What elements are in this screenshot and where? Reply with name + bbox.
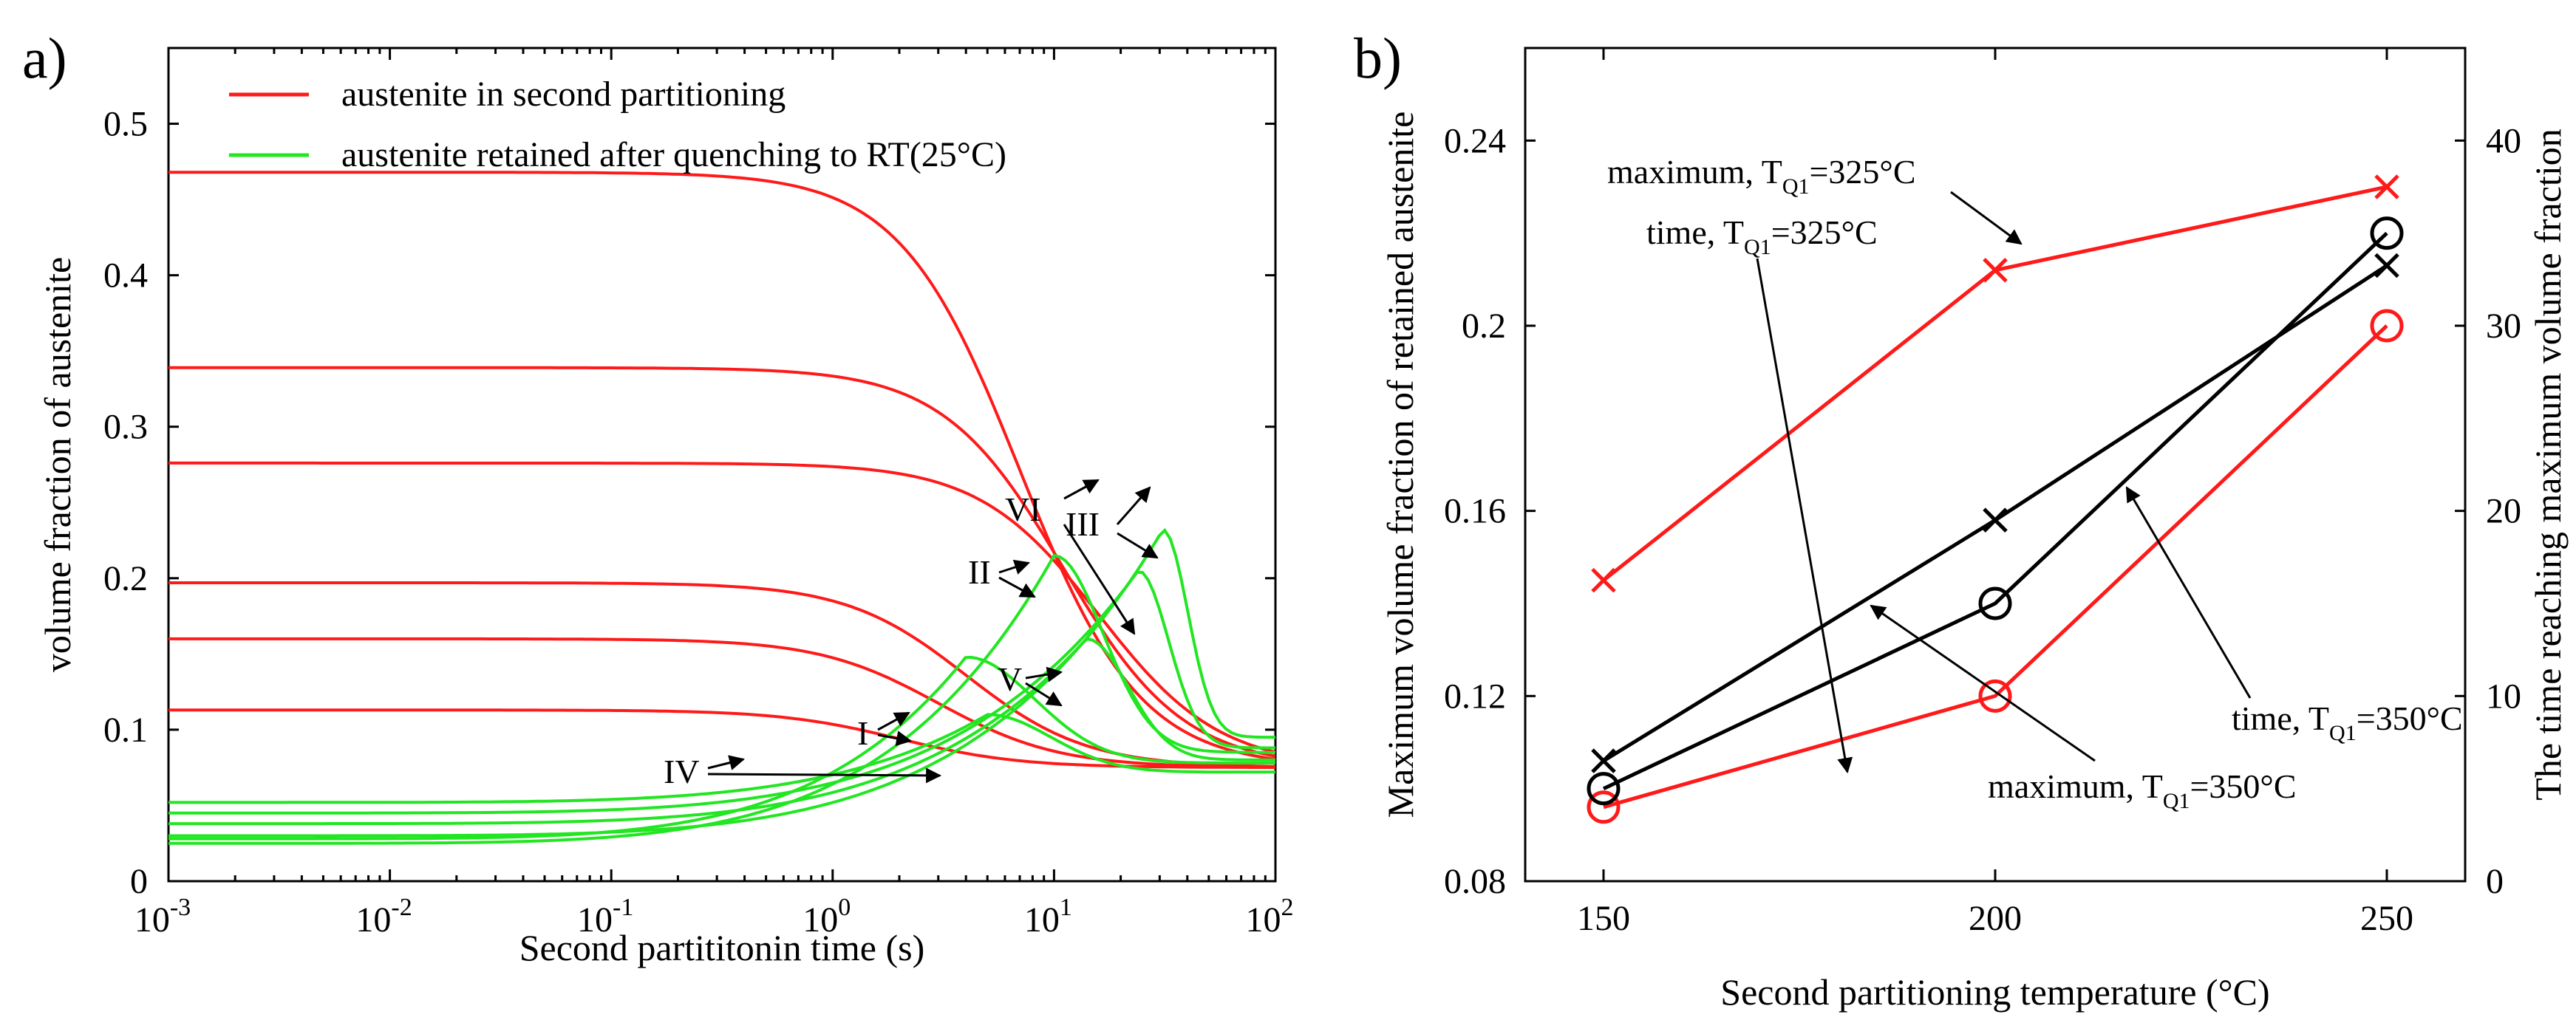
panel-b-ytick-label: 0.08 bbox=[1444, 862, 1506, 901]
panel-a-xtick-label: 101 bbox=[1024, 894, 1072, 940]
series-4-line bbox=[1602, 231, 2388, 790]
series-3-line bbox=[1602, 264, 2388, 763]
panel-b: b) 0.08 0.12 0.16 0.2 0.24 0 10 20 30 40 150 200 2… bbox=[1354, 26, 2569, 1013]
case-label-V: V bbox=[998, 660, 1022, 698]
case-label-I: I bbox=[857, 714, 868, 752]
green-curve-1 bbox=[168, 553, 1275, 845]
panel-a-xtick-label: 10-3 bbox=[134, 894, 191, 940]
panel-a-xtick-label: 100 bbox=[803, 894, 851, 940]
panel-a-ylabel: volume fraction of austenite bbox=[37, 257, 78, 672]
legend-label-red: austenite in second partitioning bbox=[341, 75, 786, 114]
series-3-marker-3 bbox=[2374, 253, 2399, 278]
panel-a-ytick-label: 0.4 bbox=[103, 256, 148, 295]
panel-b-y2tick-label: 40 bbox=[2486, 121, 2521, 160]
panel-b-y2tick-label: 10 bbox=[2486, 677, 2521, 716]
legend-label-green: austenite retained after quenching to RT… bbox=[341, 135, 1006, 174]
panel-b-left-y-ticks: 0.08 0.12 0.16 0.2 0.24 bbox=[1444, 121, 1536, 901]
green-curve-6 bbox=[168, 570, 1275, 815]
panel-b-ytick-label: 0.16 bbox=[1444, 492, 1506, 531]
panel-b-right-y-ticks: 0 10 20 30 40 bbox=[2455, 121, 2521, 901]
red-curve-2 bbox=[168, 366, 1276, 758]
green-curve-4 bbox=[168, 713, 1275, 804]
case-label-VI: VI bbox=[1005, 490, 1041, 528]
ann-time-350: time, TQ1=350°C bbox=[2232, 699, 2463, 745]
panel-a-y-ticks: 0 0.1 0.2 0.3 0.4 0.5 bbox=[103, 105, 1275, 901]
panel-b-ylabel-right: The time reaching maximum volume fractio… bbox=[2527, 129, 2569, 800]
series-2-marker-1 bbox=[1587, 790, 1621, 824]
panel-b-y2tick-label: 0 bbox=[2486, 862, 2504, 901]
series-2-line bbox=[1603, 324, 2388, 810]
green-curve-5 bbox=[168, 637, 1275, 826]
panel-a-red-curves bbox=[168, 171, 1276, 769]
series-1-marker-2 bbox=[1983, 258, 2008, 283]
panel-a-green-curves bbox=[168, 527, 1276, 845]
series-1-marker-3 bbox=[2374, 174, 2399, 199]
panel-a-x-ticks: 10-3 10-2 10-1 100 101 102 bbox=[134, 48, 1294, 940]
case-label-IV: IV bbox=[664, 753, 700, 790]
red-curve-6 bbox=[168, 708, 1275, 769]
panel-b-label: b) bbox=[1354, 26, 1402, 90]
panel-a-ytick-label: 0.3 bbox=[103, 408, 148, 447]
panel-a: a) 00.10.20.30.40.5 10-3 10-2 10-1 100 101 10… bbox=[22, 26, 1294, 968]
ann-max-325: maximum, TQ1=325°C bbox=[1607, 153, 1916, 199]
series-4-marker-2 bbox=[1978, 586, 2012, 620]
panel-b-ytick-label: 0.24 bbox=[1444, 121, 1506, 160]
panel-b-x-ticks: 150 200 250 bbox=[1577, 48, 2413, 938]
series-4-marker-1 bbox=[1587, 772, 1621, 806]
panel-a-xtick-label: 10-1 bbox=[577, 894, 633, 940]
ann-time-325: time, TQ1=325°C bbox=[1646, 213, 1878, 259]
red-curve-1 bbox=[168, 171, 1276, 761]
panel-a-ytick-label: 0.1 bbox=[103, 711, 148, 750]
panel-b-xlabel: Second partitioning temperature (°C) bbox=[1720, 971, 2269, 1013]
panel-b-ytick-label: 0.12 bbox=[1444, 677, 1506, 716]
panel-b-y2tick-label: 20 bbox=[2486, 492, 2521, 531]
panel-b-ylabel-left: Maximum volume fraction of retained aust… bbox=[1380, 112, 1421, 818]
series-1-marker-1 bbox=[1591, 567, 1616, 593]
case-label-III: III bbox=[1066, 505, 1100, 543]
panel-a-xlabel: Second partititonin time (s) bbox=[519, 927, 925, 968]
red-curve-4 bbox=[168, 581, 1276, 768]
series-3-marker-1 bbox=[1591, 748, 1616, 773]
panel-b-xtick-label: 150 bbox=[1577, 899, 1630, 938]
panel-b-annotations: maximum, TQ1=325°C time, TQ1=325°C time,… bbox=[1607, 153, 2463, 813]
case-label-II: II bbox=[968, 553, 991, 591]
panel-b-series bbox=[1587, 174, 2404, 824]
panel-b-y2tick-label: 30 bbox=[2486, 307, 2521, 346]
panel-a-ytick-label: 0.5 bbox=[103, 105, 148, 144]
panel-b-ytick-label: 0.2 bbox=[1462, 307, 1506, 346]
panel-a-ytick-label: 0 bbox=[130, 862, 148, 901]
panel-a-case-annotations: I II III IV V VI bbox=[664, 479, 1159, 790]
green-curve-3 bbox=[168, 527, 1276, 838]
panel-b-xtick-label: 200 bbox=[1969, 899, 2022, 938]
panel-a-ytick-label: 0.2 bbox=[103, 559, 148, 598]
panel-a-xtick-label: 10-2 bbox=[355, 894, 412, 940]
series-4-marker-3 bbox=[2370, 216, 2404, 250]
panel-a-label: a) bbox=[22, 26, 67, 90]
series-3-marker-2 bbox=[1983, 507, 2008, 533]
panel-b-xtick-label: 250 bbox=[2360, 899, 2413, 938]
panel-a-xtick-label: 102 bbox=[1246, 894, 1294, 940]
ann-max-350: maximum, TQ1=350°C bbox=[1988, 767, 2297, 813]
green-curve-2 bbox=[168, 655, 1275, 841]
series-2-marker-2 bbox=[1978, 679, 2012, 713]
panel-a-legend: austenite in second partitioning austeni… bbox=[229, 75, 1006, 174]
series-2-marker-3 bbox=[2370, 309, 2404, 343]
panel-a-axes-frame bbox=[167, 47, 1277, 883]
